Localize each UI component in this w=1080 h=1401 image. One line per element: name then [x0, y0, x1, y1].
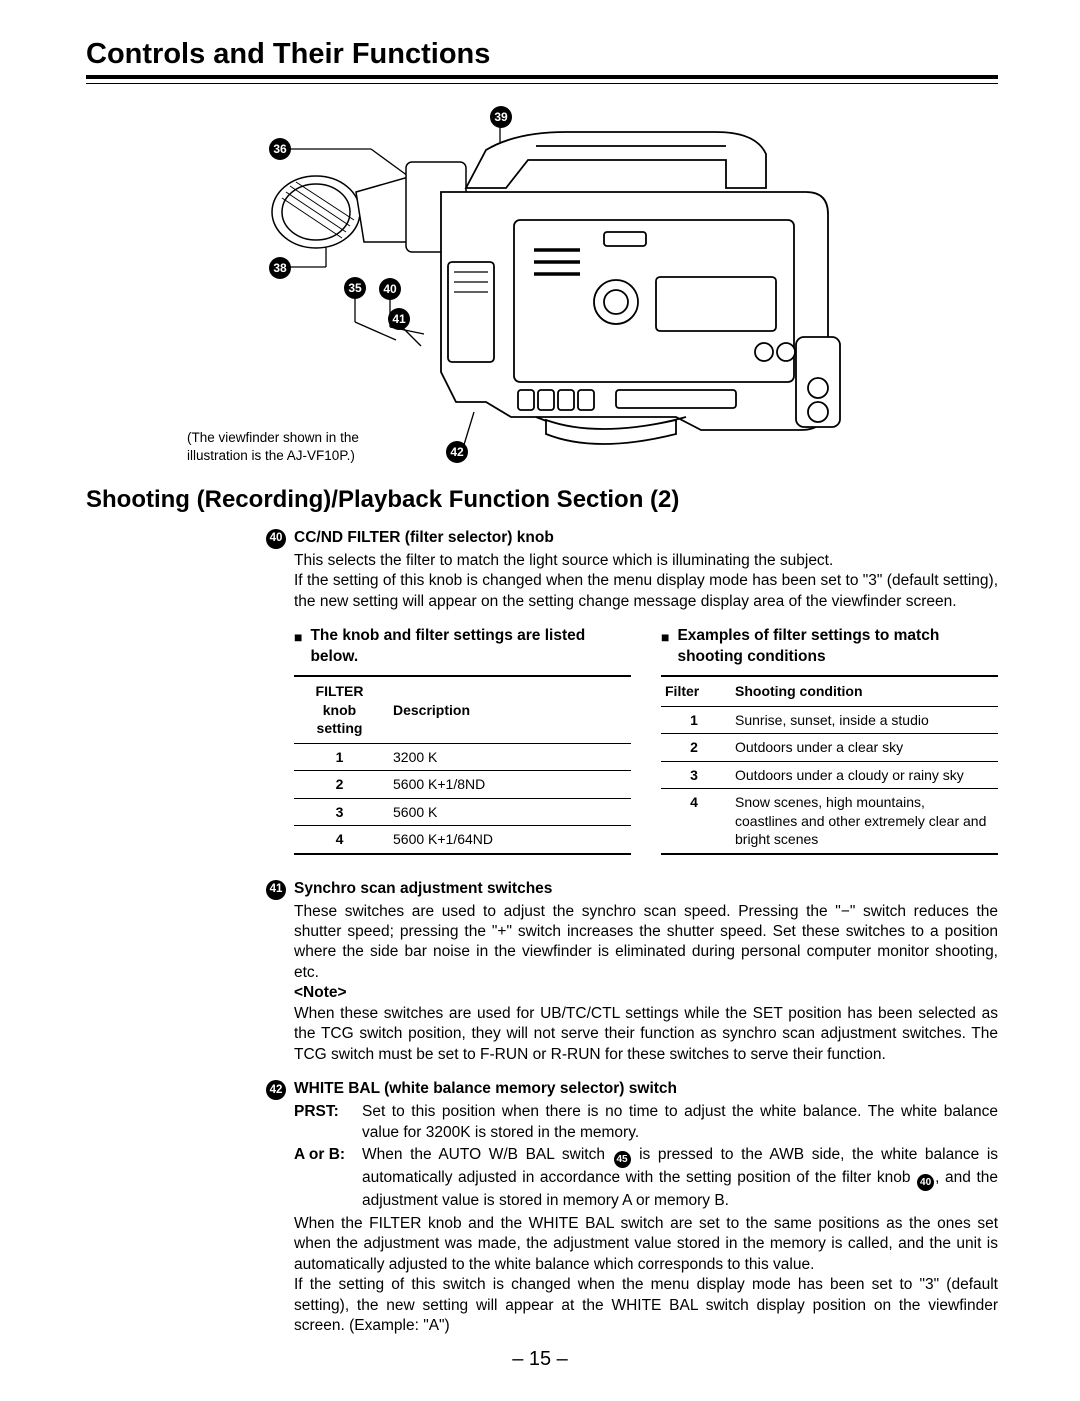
cell: 5600 K+1/64ND [389, 826, 631, 854]
inline-ref-45: 45 [614, 1151, 631, 1168]
item-40-title: CC/ND FILTER (filter selector) knob [294, 528, 554, 548]
page-title: Controls and Their Functions [86, 38, 998, 79]
cell: 1 [294, 743, 389, 770]
cell: 4 [661, 789, 731, 854]
callout-42: 42 [446, 441, 468, 463]
item-41-note: When these switches are used for UB/TC/C… [294, 1004, 998, 1065]
cell: 3200 K [389, 743, 631, 770]
filter-table-heading: ■ The knob and filter settings are liste… [294, 626, 631, 667]
num-circle-41: 41 [266, 880, 286, 900]
prst-text: Set to this position when there is no ti… [362, 1102, 998, 1143]
item-42-p3: If the setting of this switch is changed… [294, 1275, 998, 1336]
prst-label: PRST: [294, 1102, 356, 1143]
note-label: <Note> [294, 983, 998, 1003]
bullet-square-icon: ■ [661, 628, 669, 646]
cell: 3 [661, 761, 731, 788]
inline-ref-40: 40 [917, 1174, 934, 1191]
title-double-rule [86, 83, 998, 84]
cond-th2: Shooting condition [731, 676, 998, 706]
item-40-p1: This selects the filter to match the lig… [294, 551, 998, 571]
cell: Sunrise, sunset, inside a studio [731, 706, 998, 733]
item-41-heading: 41 Synchro scan adjustment switches [266, 879, 998, 900]
condition-table: Filter Shooting condition 1Sunrise, suns… [661, 675, 998, 854]
cond-table-heading-text: Examples of filter settings to match sho… [677, 626, 998, 667]
cell: 1 [661, 706, 731, 733]
table-row: 45600 K+1/64ND [294, 826, 631, 854]
callout-40: 40 [379, 278, 401, 300]
item-42-heading: 42 WHITE BAL (white balance memory selec… [266, 1079, 998, 1100]
cell: Outdoors under a cloudy or rainy sky [731, 761, 998, 788]
filter-table: FILTER knob setting Description 13200 K … [294, 675, 631, 854]
callout-41: 41 [388, 308, 410, 330]
aorb-row: A or B: When the AUTO W/B BAL switch 45 … [294, 1145, 998, 1212]
callout-38: 38 [269, 257, 291, 279]
table-row: 13200 K [294, 743, 631, 770]
aorb-text: When the AUTO W/B BAL switch 45 is press… [362, 1145, 998, 1212]
prst-row: PRST: Set to this position when there is… [294, 1102, 998, 1143]
filter-th1: FILTER knob setting [294, 676, 389, 743]
cell: 3 [294, 798, 389, 825]
caption-line2: illustration is the AJ-VF10P.) [187, 448, 355, 463]
table-row: 3Outdoors under a cloudy or rainy sky [661, 761, 998, 788]
cond-table-heading: ■ Examples of filter settings to match s… [661, 626, 998, 667]
item-42-title: WHITE BAL (white balance memory selector… [294, 1079, 677, 1099]
item-42-p2: When the FILTER knob and the WHITE BAL s… [294, 1214, 998, 1275]
table-row: 4Snow scenes, high mountains, coastlines… [661, 789, 998, 854]
cond-th1: Filter [661, 676, 731, 706]
caption-line1: (The viewfinder shown in the [187, 430, 359, 445]
item-41-title: Synchro scan adjustment switches [294, 879, 552, 899]
cell: 4 [294, 826, 389, 854]
callout-35: 35 [344, 277, 366, 299]
cell: Snow scenes, high mountains, coastlines … [731, 789, 998, 854]
aorb-label: A or B: [294, 1145, 356, 1212]
num-circle-40: 40 [266, 529, 286, 549]
page-number: – 15 – [0, 1348, 1080, 1371]
bullet-square-icon: ■ [294, 628, 302, 646]
callout-36: 36 [269, 138, 291, 160]
ab-frag1: When the AUTO W/B BAL switch [362, 1146, 613, 1163]
item-40-p2: If the setting of this knob is changed w… [294, 571, 998, 612]
item-41-p1: These switches are used to adjust the sy… [294, 902, 998, 984]
filter-table-heading-text: The knob and filter settings are listed … [310, 626, 631, 667]
item-40-heading: 40 CC/ND FILTER (filter selector) knob [266, 528, 998, 549]
diagram-caption: (The viewfinder shown in the illustratio… [187, 429, 359, 465]
num-circle-42: 42 [266, 1080, 286, 1100]
callout-39: 39 [490, 106, 512, 128]
cell: 5600 K [389, 798, 631, 825]
filter-th2: Description [389, 676, 631, 743]
camera-diagram: 36 38 35 39 40 41 42 (The viewfinder sho… [86, 102, 998, 492]
table-row: 25600 K+1/8ND [294, 771, 631, 798]
cell: 5600 K+1/8ND [389, 771, 631, 798]
table-row: 35600 K [294, 798, 631, 825]
table-row: 2Outdoors under a clear sky [661, 734, 998, 761]
cell: Outdoors under a clear sky [731, 734, 998, 761]
cell: 2 [294, 771, 389, 798]
cell: 2 [661, 734, 731, 761]
table-row: 1Sunrise, sunset, inside a studio [661, 706, 998, 733]
filter-th1-text: FILTER knob setting [316, 683, 364, 736]
